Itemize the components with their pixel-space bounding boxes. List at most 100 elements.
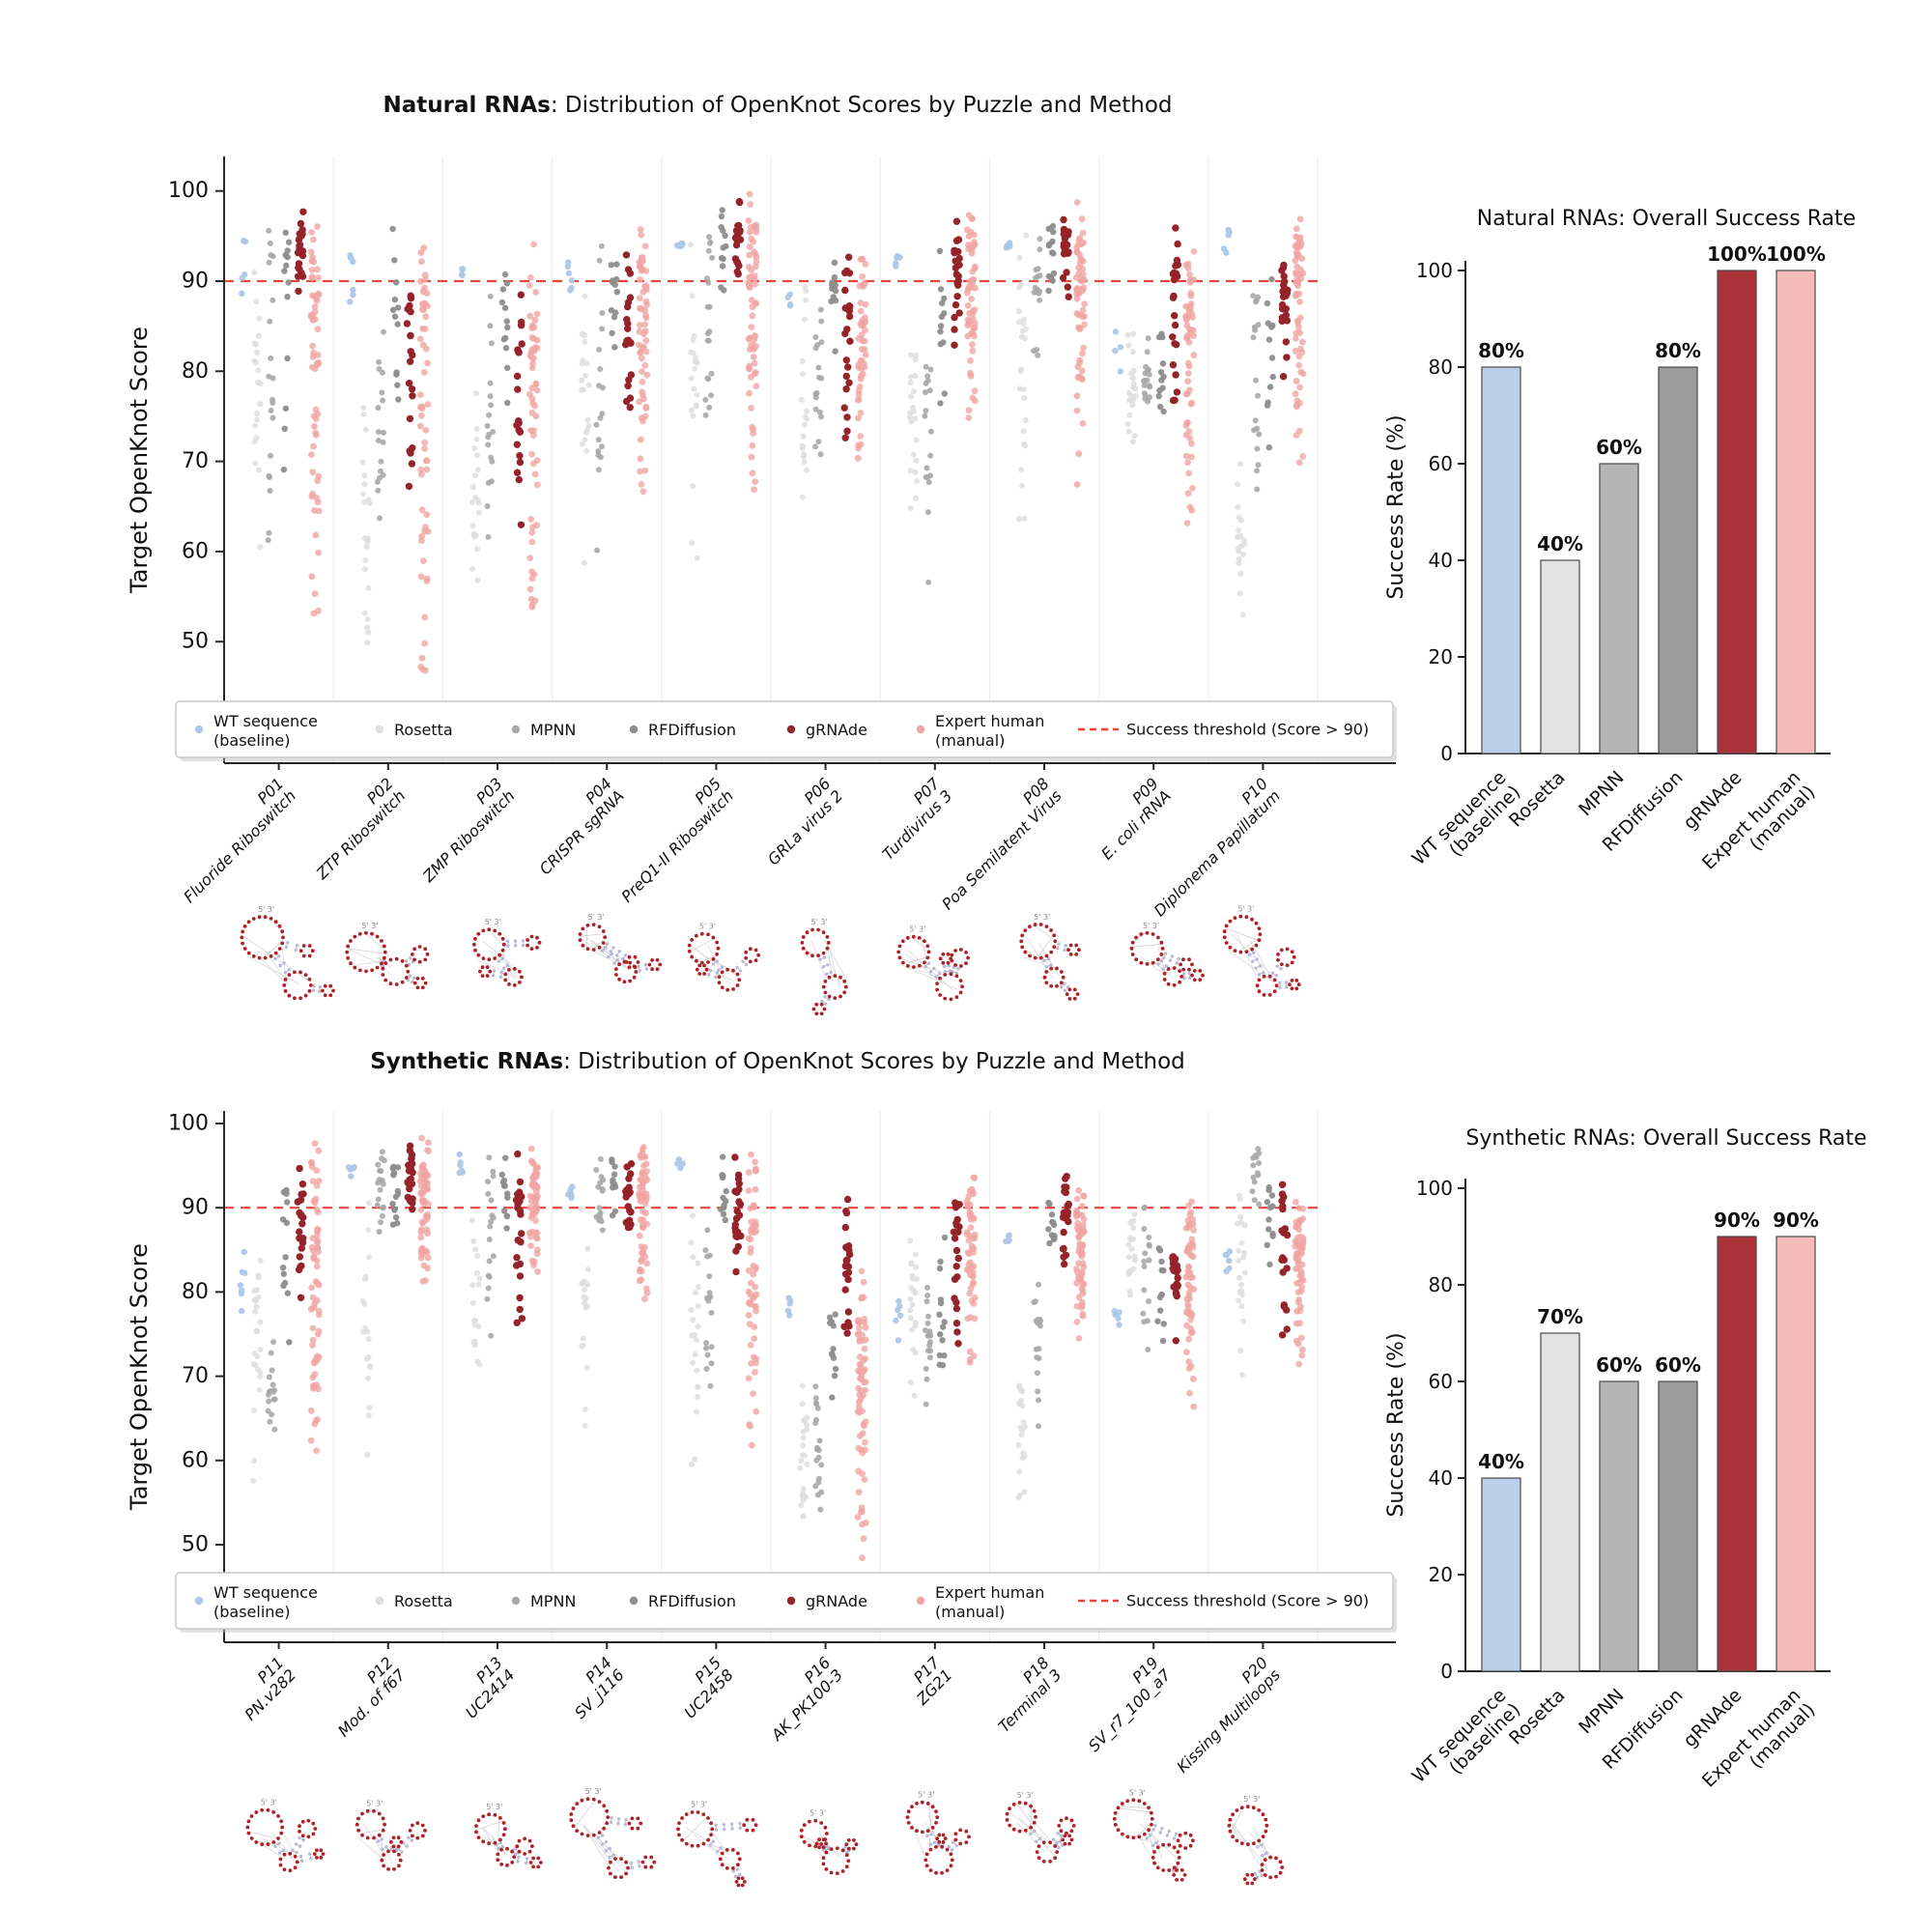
data-point (393, 279, 400, 286)
data-point (311, 422, 318, 430)
loop-base (943, 973, 948, 977)
data-point (704, 1227, 711, 1234)
data-point (733, 268, 741, 275)
data-point (1297, 1334, 1305, 1342)
data-point (844, 1275, 852, 1284)
data-point (815, 1475, 822, 1482)
loop-base (701, 1812, 706, 1816)
data-point (1292, 390, 1299, 398)
data-point (513, 1254, 521, 1262)
loop-base (518, 981, 522, 984)
data-point (749, 312, 756, 320)
data-point (723, 1187, 729, 1195)
data-point (818, 1462, 825, 1468)
data-point (528, 575, 536, 583)
data-point (720, 227, 726, 235)
data-point (1297, 1245, 1304, 1253)
loop-base (571, 1824, 576, 1829)
data-point (746, 251, 753, 259)
data-point (1125, 1254, 1132, 1261)
data-point (419, 341, 427, 349)
data-point (1036, 1281, 1041, 1288)
end-labels: 5' 3' (486, 1803, 502, 1811)
loop-base (934, 1845, 938, 1849)
data-point (598, 1174, 605, 1181)
data-point (894, 254, 900, 261)
data-point (909, 1326, 916, 1333)
data-point (599, 326, 606, 332)
loop-base (569, 1812, 574, 1816)
data-point (814, 1492, 821, 1498)
stem-base (822, 955, 827, 959)
data-point (856, 1433, 864, 1439)
data-point (360, 411, 367, 417)
loop-base (1278, 1860, 1283, 1864)
data-point (1235, 503, 1241, 510)
data-point (752, 1185, 759, 1193)
data-point (1250, 1154, 1257, 1161)
data-point (1064, 283, 1072, 291)
data-point (421, 527, 429, 535)
loop-base (1065, 1816, 1068, 1820)
loop-base (925, 955, 930, 960)
stem-base (714, 1823, 718, 1828)
data-point (1075, 1187, 1083, 1194)
data-point (690, 337, 696, 343)
data-point (677, 1160, 684, 1167)
loop-base (717, 981, 722, 985)
loop-base (281, 935, 285, 940)
y-tick-label: 90 (182, 270, 209, 294)
stem-base (525, 1861, 528, 1865)
data-point (528, 528, 536, 536)
loop-base (581, 943, 585, 948)
loop-base (382, 1863, 385, 1868)
loop-base (480, 974, 485, 978)
loop-base (597, 1831, 602, 1835)
loop-base (1037, 1856, 1041, 1861)
data-point (734, 1175, 743, 1183)
natural-strip-legend: WT sequence (baseline)Rosetta MPNN RFDiffus… (175, 700, 1397, 761)
loop-base (260, 1807, 264, 1812)
loop-base (370, 931, 374, 936)
points-P01-rf (280, 229, 293, 473)
loop-base (1071, 1824, 1076, 1828)
data-point (832, 297, 839, 304)
data-point (518, 318, 526, 327)
data-point (1283, 317, 1292, 325)
data-point (1295, 361, 1303, 369)
data-point (856, 1408, 863, 1416)
loop-base (900, 960, 905, 965)
data-point (639, 1193, 646, 1201)
data-point (752, 1369, 758, 1376)
data-point (490, 1173, 497, 1180)
data-point (1183, 520, 1191, 526)
loop-base (964, 961, 968, 965)
stem-base (1056, 1832, 1060, 1835)
loop-base (481, 1814, 486, 1818)
stem-base (412, 976, 416, 980)
data-point (416, 404, 424, 411)
data-point (394, 1187, 401, 1195)
synthetic-rna-structures: 5' 3' 5' 3' 5' 3'5' 3'5' 3'5' 3'5' 3' 5' 3'… (245, 1787, 1285, 1888)
loop-base (1147, 1806, 1151, 1810)
stem-base (1063, 981, 1066, 985)
data-point (1158, 377, 1165, 384)
legend-label-gr: gRNAde (806, 721, 867, 739)
data-point (1279, 373, 1288, 381)
x-tick-label-P19: P19SV_r7_100_a7 (1072, 1653, 1176, 1756)
loop-base (507, 968, 511, 972)
data-point (257, 1319, 264, 1325)
data-point (1298, 1351, 1306, 1359)
loop-base (507, 982, 511, 986)
data-point (753, 1166, 759, 1174)
data-point (637, 436, 644, 443)
points-P12-mp (374, 1149, 387, 1235)
data-point (1021, 1489, 1028, 1495)
loop-base (481, 956, 486, 960)
data-point (389, 306, 397, 313)
stem-base (400, 1850, 404, 1854)
data-point (1297, 368, 1305, 376)
data-point (314, 1209, 322, 1216)
data-point (844, 1242, 853, 1250)
data-point (688, 242, 694, 248)
